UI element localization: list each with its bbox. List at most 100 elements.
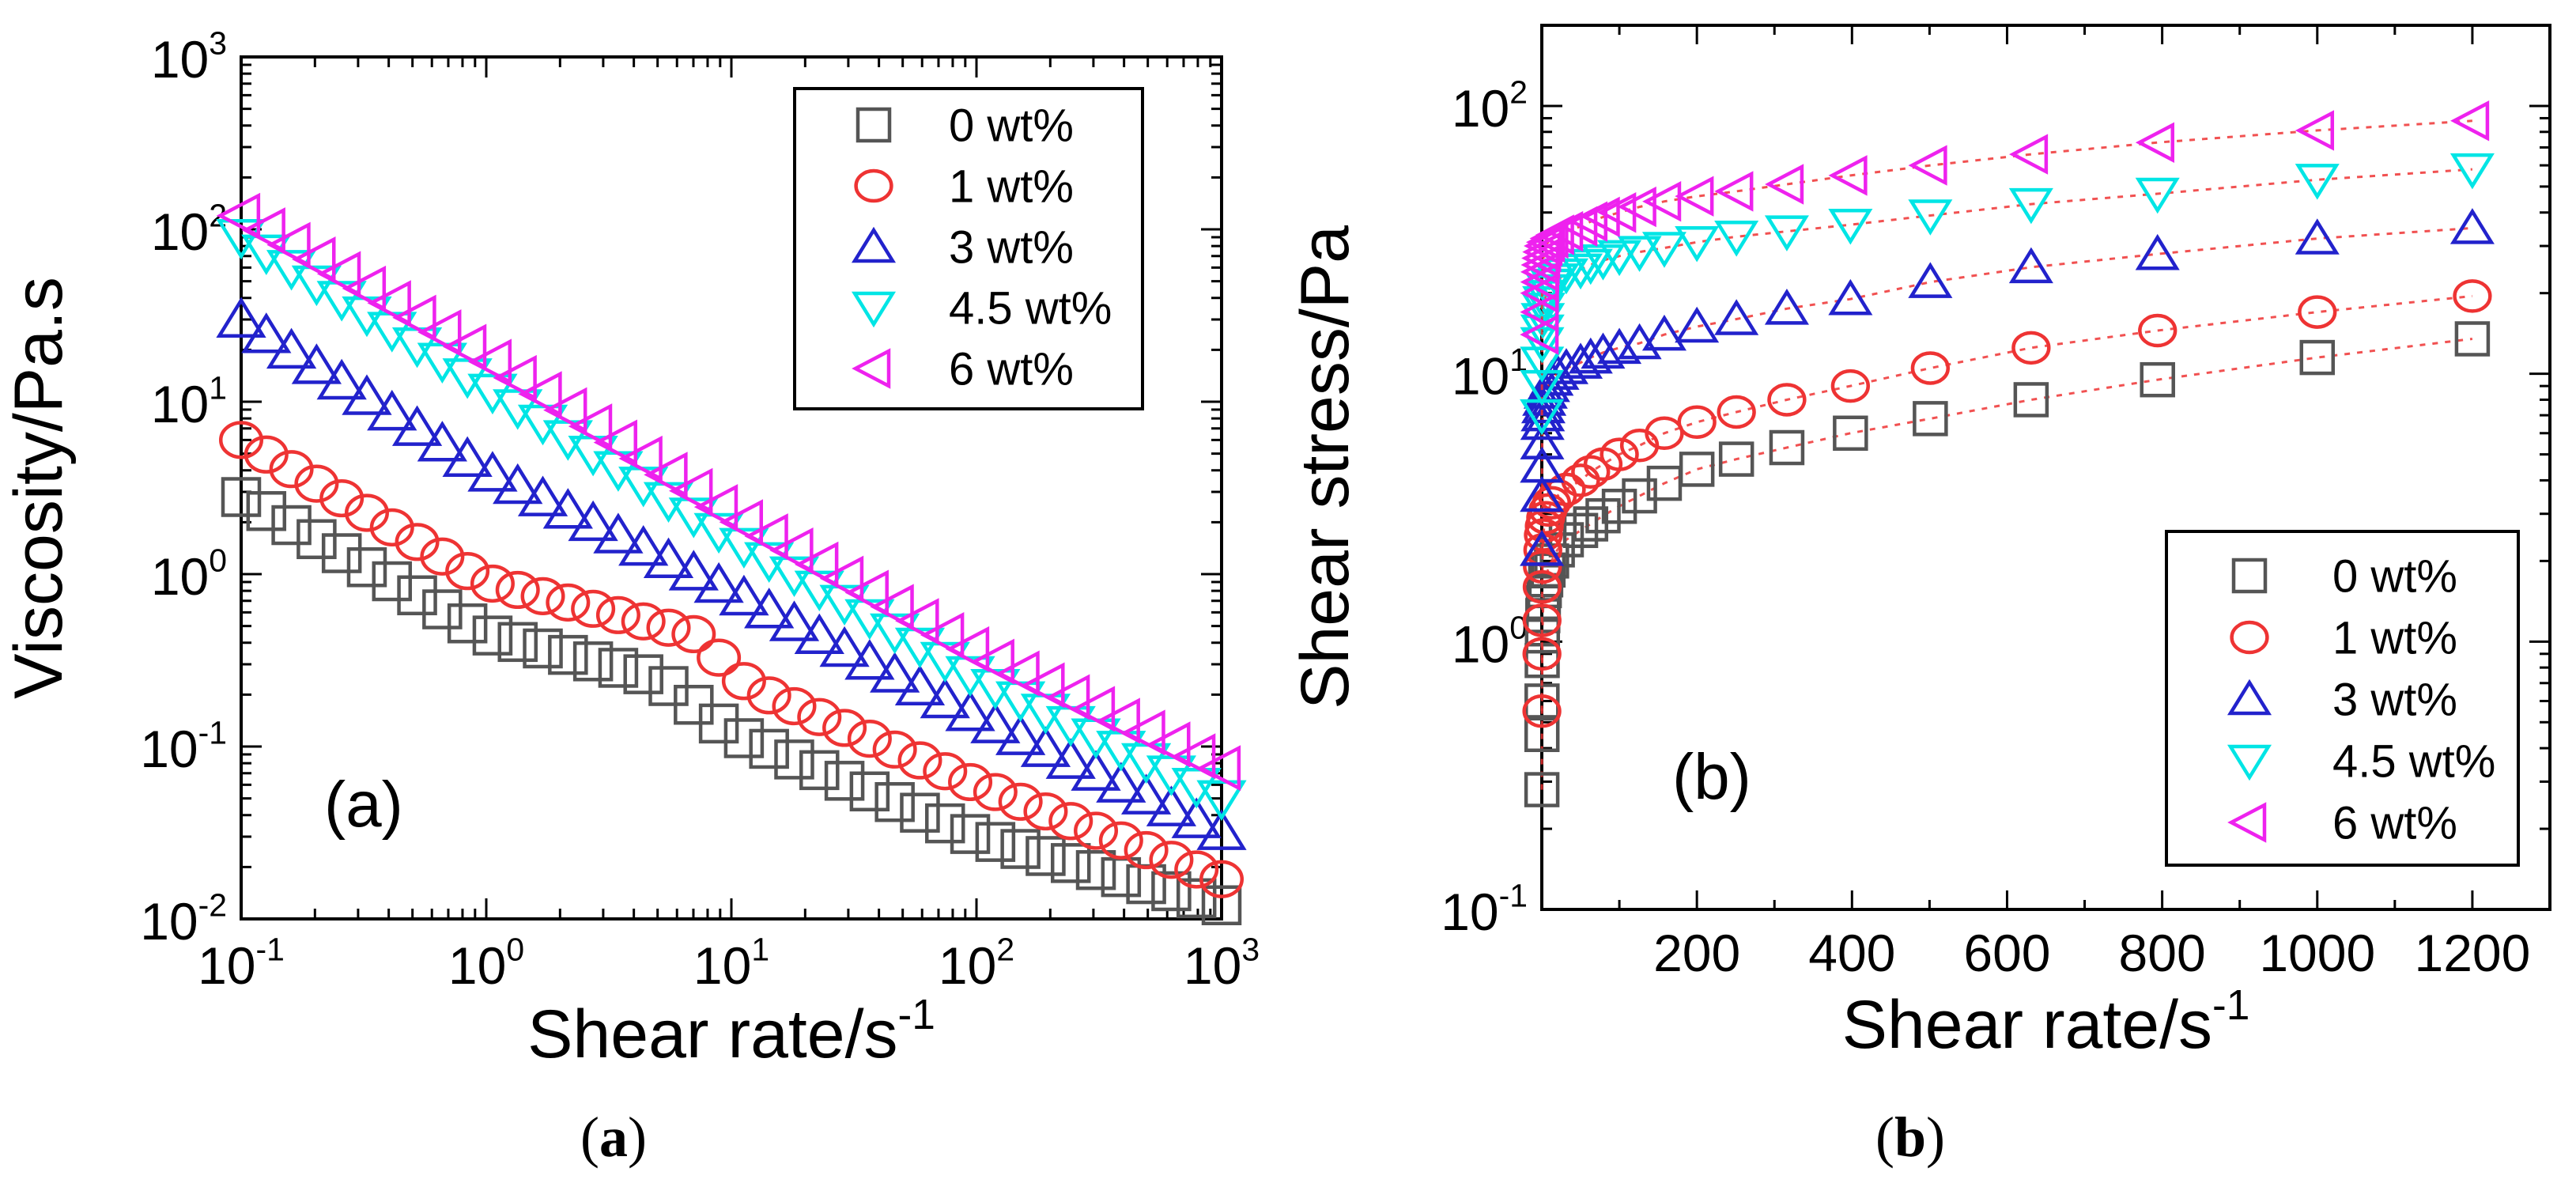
y-tick-label-5: 103 [151,25,227,89]
data-point [316,281,367,322]
data-point [542,488,593,529]
caption-a: (a) [580,1106,647,1169]
data-point [1523,550,1562,584]
data-point [1568,337,1613,374]
data-point [1641,232,1686,268]
legend-marker-2 [851,226,897,263]
series-4 [1520,100,2490,355]
data-point [970,638,1014,685]
y-tick-label-3: 102 [1452,74,1528,138]
series-line [1540,226,2473,550]
x-tick-label-1: 400 [1808,924,1895,982]
legend-label-3: 4.5 wt% [949,282,1112,334]
data-point [897,741,942,780]
data-point [950,814,991,854]
series-0 [1524,321,2491,807]
legend-marker-3 [851,291,897,328]
data-point [1522,694,1562,728]
data-point [697,638,742,677]
data-point [472,615,513,656]
data-point [2135,122,2174,163]
legend-label-2: 3 wt% [949,221,1074,273]
data-point [216,219,266,260]
data-point [894,664,946,705]
data-point [417,421,467,462]
data-point [1045,674,1090,720]
data-point [442,436,493,478]
data-point [920,612,965,659]
data-point [975,822,1016,862]
data-point [1828,208,1873,245]
data-point [493,354,537,401]
data-point [216,192,261,239]
data-point [1718,441,1754,477]
data-point [920,641,970,683]
data-point [1071,686,1116,732]
chart-b: 10-1 100 101 102 200 400 600 800 1000 1200 Shear r… [1287,24,2551,1063]
data-point [517,475,568,516]
data-point [1600,437,1639,471]
data-point [1171,797,1222,838]
data-point [1524,518,1563,552]
legend-label-3: 4.5 wt% [2332,735,2495,787]
data-point [1171,768,1222,809]
data-point [297,519,337,560]
data-point [1045,738,1096,779]
data-point [493,463,543,505]
data-point [1558,342,1603,379]
series-2 [1520,208,2495,566]
data-point [769,527,814,573]
panel-annotation: (a) [324,769,403,841]
data-point [497,622,538,663]
data-point [1908,262,1953,298]
data-point [872,730,917,769]
data-point [342,374,392,415]
x-tick-label-4: 1000 [2259,924,2375,982]
data-point [445,552,490,591]
data-point [422,589,463,629]
data-point [467,451,518,492]
data-point [1098,821,1143,860]
data-point [1176,878,1217,919]
data-point [744,588,795,629]
data-point [2295,110,2335,151]
data-point [1196,809,1247,850]
data-point [948,762,993,802]
data-point [1075,850,1116,890]
data-point [241,207,285,254]
data-point [1767,383,1807,417]
data-point [1544,210,1584,252]
data-point [693,484,738,531]
data-point [2013,382,2049,418]
data-point [2299,339,2336,376]
data-point [2140,361,2175,398]
data-point [668,497,719,539]
data-point [266,221,311,268]
data-point [218,421,264,459]
data-point [870,584,914,630]
series-4 [216,192,1241,792]
data-point [693,512,744,554]
data-point [518,371,562,418]
x-axis-label: Shear rate/s-1 [527,992,935,1072]
data-point [693,561,744,603]
data-point [1617,236,1662,272]
legend-marker-1 [2230,620,2269,655]
series-2 [216,297,1247,850]
series-group [1520,100,2495,807]
legend-label-4: 6 wt% [949,343,1074,395]
data-point [595,595,640,634]
data-point [1622,478,1657,514]
data-point [995,714,1046,755]
data-point [1641,314,1686,351]
data-point [1714,221,1759,257]
data-point [925,803,965,844]
data-point [266,250,317,291]
data-point [1764,289,1809,325]
data-point [598,648,639,688]
data-point [769,556,820,598]
y-axis-ticks [241,63,1222,920]
data-point [369,508,414,546]
data-point [870,652,920,693]
